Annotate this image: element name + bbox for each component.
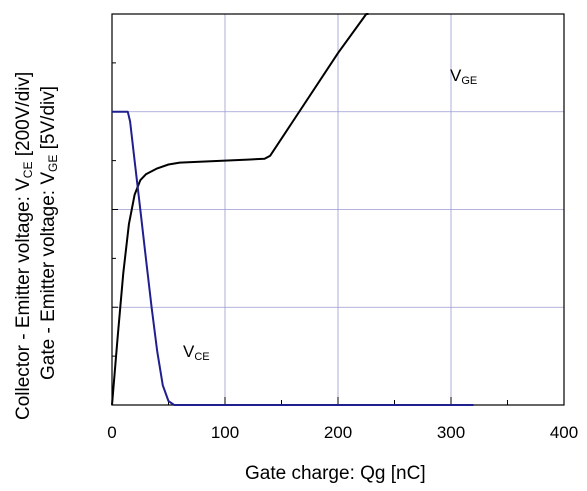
grid-lines xyxy=(112,14,564,405)
series-lines xyxy=(111,13,474,406)
series-label-vge: VGE xyxy=(450,66,478,87)
x-tick-label: 400 xyxy=(550,423,578,442)
series-vce-line xyxy=(112,110,474,406)
x-axis-label: Gate charge: Qg [nC] xyxy=(245,463,426,484)
y-axis-label-gate-emitter: Gate - Emitter voltage: VGE [5V/div] xyxy=(38,85,60,380)
x-tick-label: 200 xyxy=(324,423,352,442)
series-label-vce: VCE xyxy=(183,342,210,363)
series-vge-line xyxy=(111,13,369,406)
x-tick-labels: 0 100 200 300 400 xyxy=(107,423,578,442)
x-tick-label: 0 xyxy=(107,423,116,442)
y-axis-label-collector-emitter: Collector - Emitter voltage: VCE [200V/d… xyxy=(13,71,35,420)
x-tick-label: 300 xyxy=(437,423,465,442)
x-tick-label: 100 xyxy=(211,423,239,442)
